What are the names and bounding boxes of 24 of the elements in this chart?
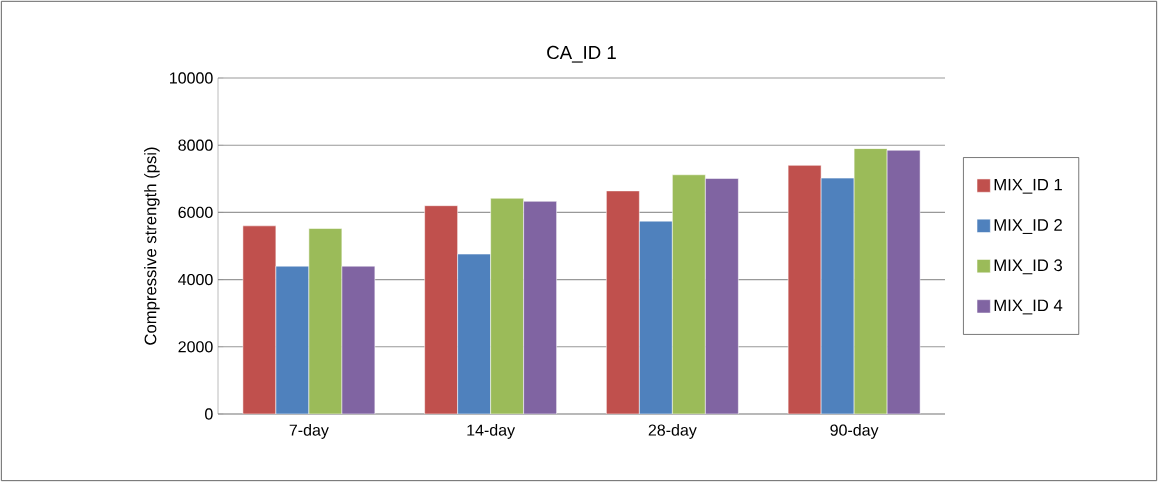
x-tick-label: 7-day [289,424,329,439]
chart-title: CA_ID 1 [547,45,616,63]
bar [275,265,310,414]
y-tick-label: 8000 [178,139,213,151]
bar [672,174,706,414]
x-tick-label: 90-day [830,424,879,439]
legend-label: MIX_ID 4 [994,299,1063,315]
bar [457,253,491,414]
x-tick-label: 14-day [467,424,516,439]
legend-label: MIX_ID 1 [994,178,1062,194]
y-tick-label: 2000 [178,341,213,353]
y-axis-title: Compressive strength (psi) [144,147,160,345]
legend-label: MIX_ID 2 [994,219,1062,234]
y-tick-label: 10000 [170,72,213,84]
y-tick-label: 0 [205,408,213,420]
y-tick-label: 6000 [178,206,213,219]
bar [639,220,673,414]
bar [490,198,524,414]
bar [820,177,855,414]
bar [853,148,888,414]
bar [308,228,343,414]
y-tick-label: 4000 [178,273,213,286]
x-tick-label: 28-day [648,424,697,439]
legend-label: MIX_ID 3 [994,259,1062,275]
